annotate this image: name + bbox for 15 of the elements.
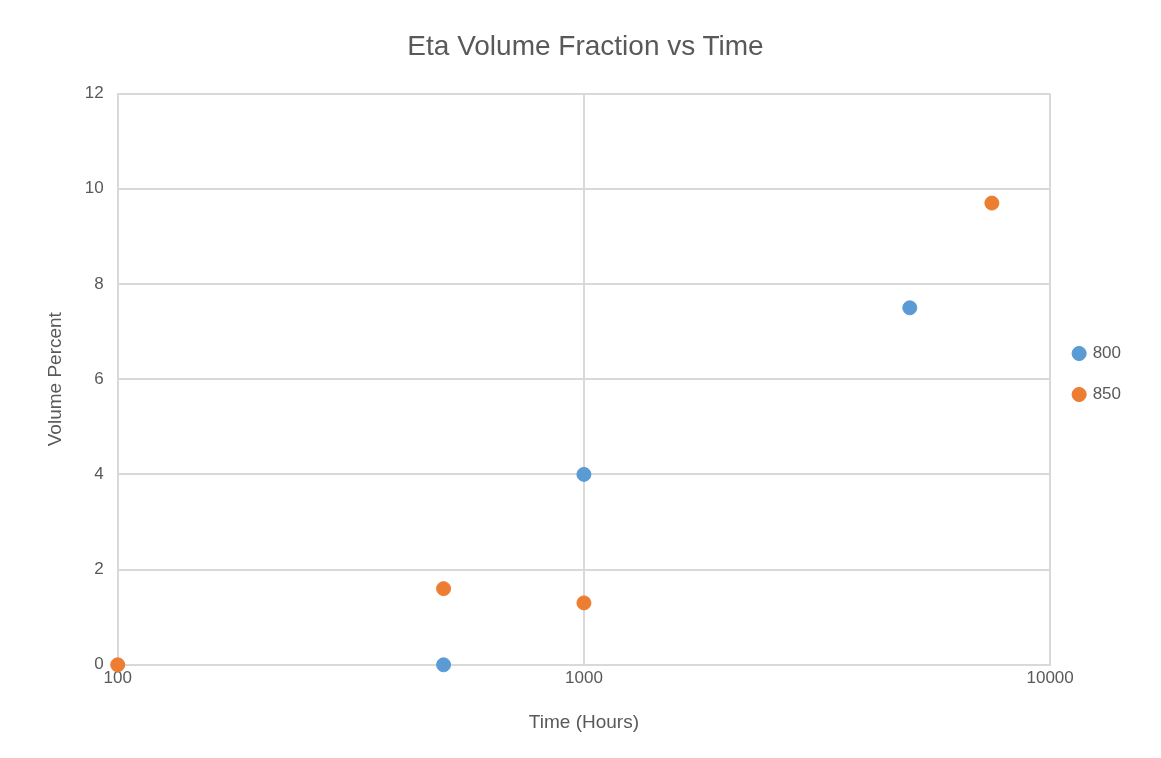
y-axis-title: Volume Percent <box>43 311 65 447</box>
y-tick-label: 6 <box>94 368 104 388</box>
y-tick-label: 0 <box>94 654 104 674</box>
y-tick-label: 12 <box>84 83 104 103</box>
x-tick-label: 100 <box>103 667 132 687</box>
y-tick-label: 2 <box>94 559 104 579</box>
legend-label: 850 <box>1092 384 1122 404</box>
legend-label: 800 <box>1092 343 1122 363</box>
y-tick-label: 8 <box>94 273 104 293</box>
x-tick-label: 10000 <box>1026 667 1074 687</box>
y-tick-label: 10 <box>84 178 104 198</box>
y-tick-label: 4 <box>94 464 104 484</box>
x-axis-title: Time (Hours) <box>528 710 639 732</box>
chart-title: Eta Volume Fraction vs Time <box>407 29 764 61</box>
x-tick-label: 1000 <box>565 667 603 687</box>
